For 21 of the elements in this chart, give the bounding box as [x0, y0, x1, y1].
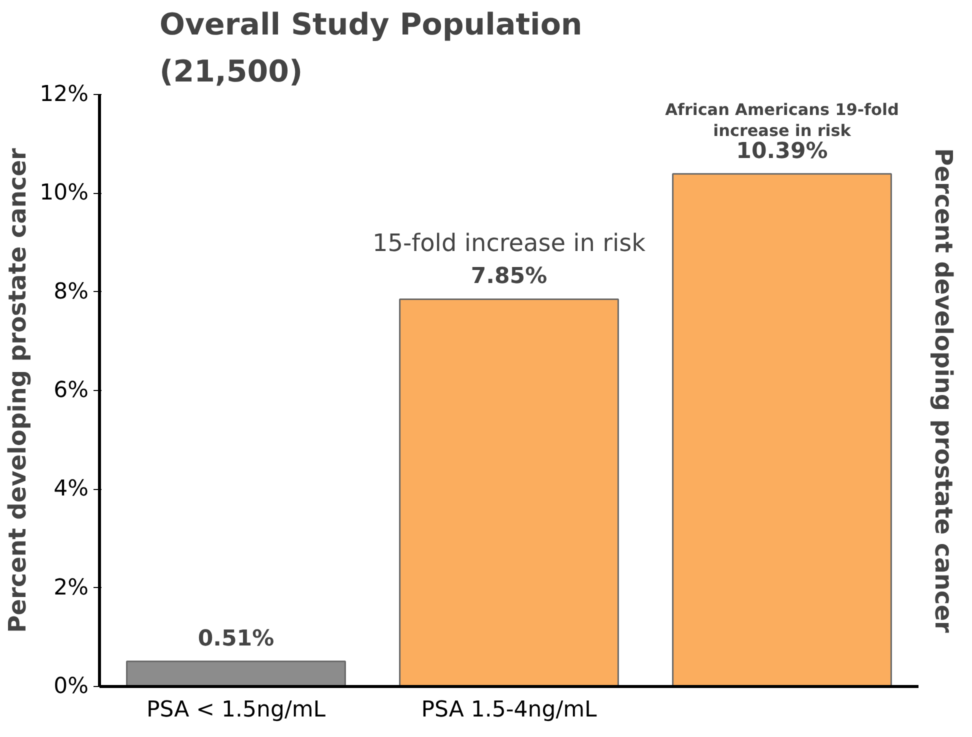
- annotation: 15-fold increase in risk: [372, 229, 646, 258]
- x-tick-label: PSA < 1.5ng/mL: [146, 698, 326, 722]
- data-label: 10.39%: [736, 138, 828, 164]
- y-tick-label: 0%: [54, 674, 89, 699]
- y-tick-label: 8%: [54, 279, 89, 304]
- data-label: 0.51%: [198, 626, 274, 652]
- y-axis-title: Percent developing prostate cancer: [930, 148, 958, 633]
- chart-subtitle: (21,500): [160, 54, 303, 90]
- y-tick-label: 6%: [54, 378, 89, 403]
- annotation: African Americans 19-fold increase in risk: [665, 100, 899, 140]
- y2-axis-title: Percent developing prostate cancer: [4, 148, 32, 633]
- data-label: 7.85%: [470, 264, 548, 290]
- y-tick-label: 10%: [40, 180, 89, 206]
- bar: [672, 173, 892, 686]
- chart-title: Overall Study Population: [160, 8, 582, 42]
- x-tick-label: PSA 1.5-4ng/mL: [421, 698, 598, 722]
- y-tick-label: 4%: [54, 476, 89, 502]
- bar: [126, 660, 346, 686]
- bar: [399, 298, 619, 686]
- y-tick-label: 2%: [54, 575, 89, 600]
- y-tick-label: 12%: [40, 82, 89, 107]
